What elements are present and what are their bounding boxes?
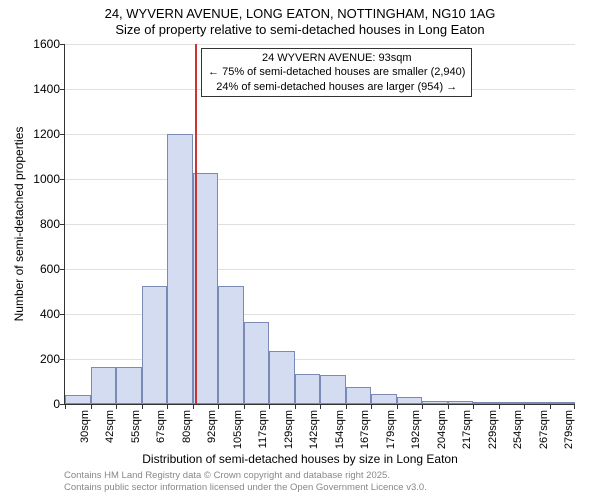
x-tick-label: 154sqm xyxy=(334,410,346,450)
histogram-bar xyxy=(269,351,295,404)
y-tick-label: 600 xyxy=(20,262,60,276)
grid-line xyxy=(65,134,575,135)
x-tick-label: 30sqm xyxy=(79,410,91,450)
annotation-line3: 24% of semi-detached houses are larger (… xyxy=(208,80,465,94)
x-axis-label: Distribution of semi-detached houses by … xyxy=(0,452,600,466)
y-tick-label: 1000 xyxy=(20,172,60,186)
y-tick-label: 1600 xyxy=(20,37,60,51)
x-tick-label: 42sqm xyxy=(104,410,116,450)
x-tick-mark xyxy=(320,404,321,409)
histogram-bar xyxy=(473,402,499,404)
x-tick-mark xyxy=(524,404,525,409)
histogram-bar xyxy=(218,286,244,404)
x-tick-mark xyxy=(448,404,449,409)
x-tick-mark xyxy=(269,404,270,409)
y-tick-mark xyxy=(60,269,65,270)
histogram-bar xyxy=(499,402,525,404)
property-marker-line xyxy=(195,44,197,404)
histogram-bar xyxy=(91,367,117,404)
x-tick-mark xyxy=(142,404,143,409)
x-tick-label: 254sqm xyxy=(512,410,524,450)
y-tick-mark xyxy=(60,179,65,180)
histogram-bar xyxy=(142,286,168,404)
y-tick-mark xyxy=(60,44,65,45)
footer-line2: Contains public sector information licen… xyxy=(64,482,427,494)
y-tick-label: 200 xyxy=(20,352,60,366)
x-tick-mark xyxy=(116,404,117,409)
x-tick-mark xyxy=(574,404,575,409)
y-tick-label: 800 xyxy=(20,217,60,231)
x-tick-label: 267sqm xyxy=(538,410,550,450)
x-tick-label: 55sqm xyxy=(130,410,142,450)
y-tick-mark xyxy=(60,89,65,90)
histogram-bar xyxy=(116,367,142,404)
histogram-bar xyxy=(65,395,91,404)
x-tick-mark xyxy=(397,404,398,409)
annotation-line1: 24 WYVERN AVENUE: 93sqm xyxy=(208,51,465,65)
histogram-bar xyxy=(244,322,270,404)
y-tick-mark xyxy=(60,224,65,225)
x-tick-label: 142sqm xyxy=(308,410,320,450)
x-tick-mark xyxy=(65,404,66,409)
x-tick-mark xyxy=(473,404,474,409)
histogram-bar xyxy=(397,397,423,404)
histogram-bar xyxy=(320,375,346,404)
x-tick-label: 129sqm xyxy=(283,410,295,450)
annotation-box: 24 WYVERN AVENUE: 93sqm← 75% of semi-det… xyxy=(201,48,472,97)
x-tick-label: 117sqm xyxy=(257,410,269,450)
grid-line xyxy=(65,179,575,180)
x-tick-mark xyxy=(244,404,245,409)
x-tick-label: 105sqm xyxy=(232,410,244,450)
y-tick-label: 1200 xyxy=(20,127,60,141)
y-tick-label: 1400 xyxy=(20,82,60,96)
histogram-bar xyxy=(295,374,321,404)
grid-line xyxy=(65,269,575,270)
histogram-bar xyxy=(448,401,474,404)
histogram-bar xyxy=(346,387,372,404)
footer-line1: Contains HM Land Registry data © Crown c… xyxy=(64,470,427,482)
x-tick-label: 217sqm xyxy=(461,410,473,450)
x-tick-mark xyxy=(91,404,92,409)
annotation-line2: ← 75% of semi-detached houses are smalle… xyxy=(208,65,465,79)
x-tick-mark xyxy=(295,404,296,409)
x-tick-mark xyxy=(550,404,551,409)
x-tick-mark xyxy=(193,404,194,409)
chart-container: 24, WYVERN AVENUE, LONG EATON, NOTTINGHA… xyxy=(0,0,600,500)
y-tick-label: 0 xyxy=(20,397,60,411)
grid-line xyxy=(65,224,575,225)
x-tick-label: 229sqm xyxy=(487,410,499,450)
x-tick-mark xyxy=(371,404,372,409)
histogram-bar xyxy=(167,134,193,404)
y-tick-mark xyxy=(60,359,65,360)
chart-title-line1: 24, WYVERN AVENUE, LONG EATON, NOTTINGHA… xyxy=(0,6,600,23)
histogram-bar xyxy=(422,401,448,404)
x-tick-label: 67sqm xyxy=(155,410,167,450)
x-tick-mark xyxy=(167,404,168,409)
chart-title-line2: Size of property relative to semi-detach… xyxy=(0,22,600,39)
histogram-bar xyxy=(371,394,397,404)
x-tick-mark xyxy=(346,404,347,409)
x-tick-mark xyxy=(218,404,219,409)
x-tick-label: 279sqm xyxy=(563,410,575,450)
y-tick-label: 400 xyxy=(20,307,60,321)
plot-area: 24 WYVERN AVENUE: 93sqm← 75% of semi-det… xyxy=(64,44,575,405)
y-tick-mark xyxy=(60,314,65,315)
grid-line xyxy=(65,44,575,45)
histogram-bar xyxy=(550,402,576,404)
x-tick-mark xyxy=(499,404,500,409)
x-tick-label: 204sqm xyxy=(436,410,448,450)
x-tick-label: 80sqm xyxy=(181,410,193,450)
y-tick-mark xyxy=(60,134,65,135)
x-tick-label: 92sqm xyxy=(206,410,218,450)
x-tick-label: 167sqm xyxy=(359,410,371,450)
x-tick-label: 179sqm xyxy=(385,410,397,450)
footer-attribution: Contains HM Land Registry data © Crown c… xyxy=(64,470,427,495)
histogram-bar xyxy=(524,402,550,404)
x-tick-label: 192sqm xyxy=(410,410,422,450)
x-tick-mark xyxy=(422,404,423,409)
